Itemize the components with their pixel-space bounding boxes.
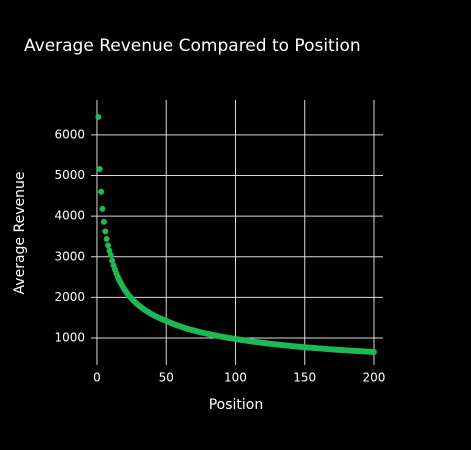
point [370, 349, 377, 356]
y-tick-label: 2000 [54, 290, 85, 304]
y-tick-label: 5000 [54, 168, 85, 182]
y-tick-label: 1000 [54, 330, 85, 344]
point [107, 252, 114, 259]
y-tick-label: 6000 [54, 127, 85, 141]
point [106, 247, 113, 254]
x-axis-label: Position [209, 397, 264, 413]
x-tick-label: 0 [93, 371, 101, 385]
point [98, 188, 105, 195]
point [99, 205, 106, 212]
x-tick-label: 100 [224, 371, 247, 385]
point [96, 166, 103, 173]
point [103, 236, 110, 243]
y-axis-label: Average Revenue [12, 172, 28, 295]
chart-title: Average Revenue Compared to Position [24, 36, 361, 56]
x-tick-label: 50 [159, 371, 174, 385]
y-tick-label: 3000 [54, 249, 85, 263]
point [95, 114, 102, 121]
point [105, 242, 112, 249]
point [109, 257, 116, 264]
y-tick-label: 4000 [54, 209, 85, 223]
point [102, 228, 109, 235]
x-tick-label: 150 [293, 371, 316, 385]
x-tick-label: 200 [363, 371, 386, 385]
point [100, 218, 107, 225]
